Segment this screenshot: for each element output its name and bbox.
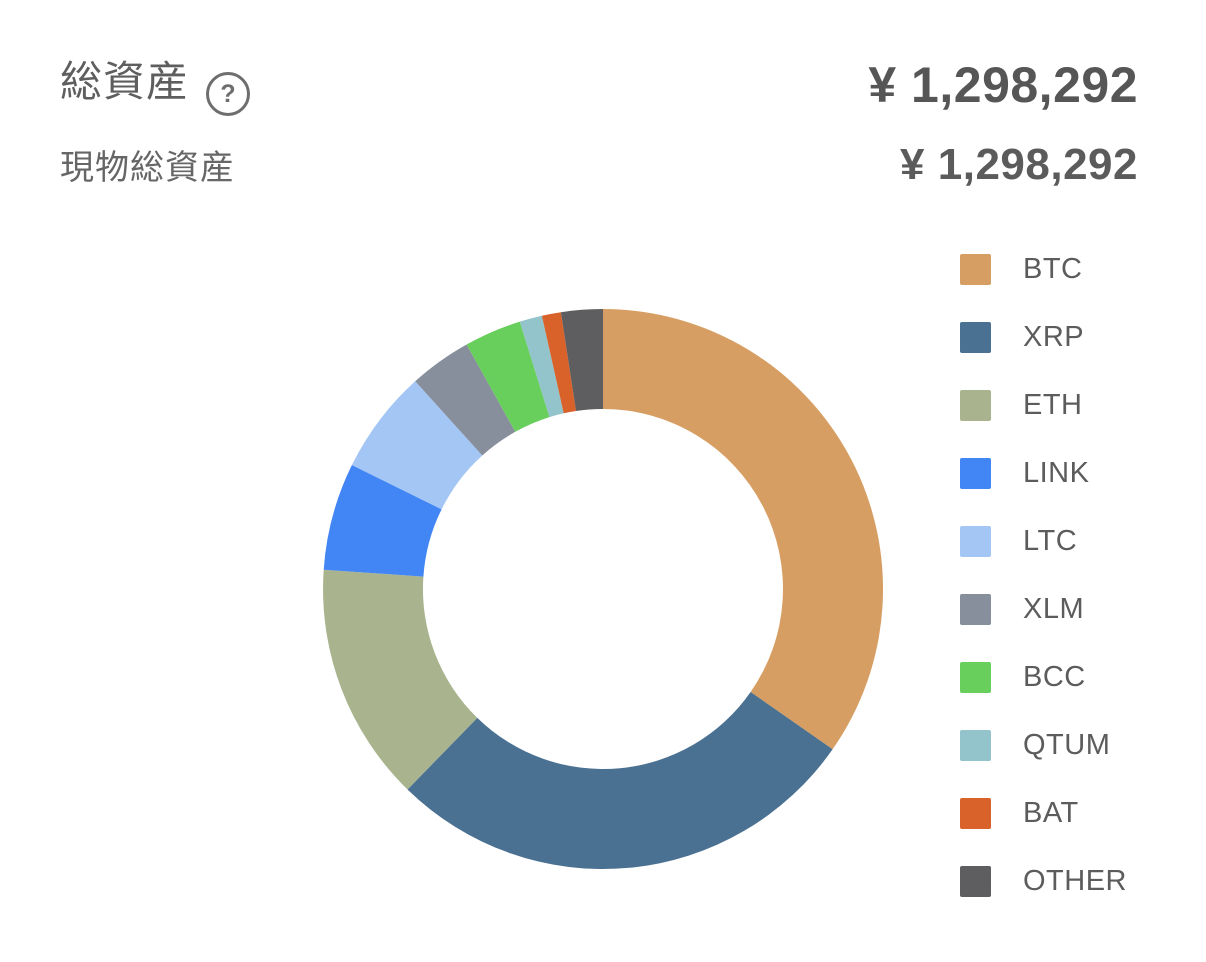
spot-assets-value: ¥ 1,298,292 (900, 140, 1138, 189)
legend-label: LINK (1023, 457, 1090, 489)
legend-label: BAT (1023, 797, 1079, 829)
slice-ltc (351, 381, 483, 510)
legend-color-swatch (960, 866, 991, 897)
slice-bcc (466, 321, 550, 432)
legend-color-swatch (960, 594, 991, 625)
question-mark-glyph: ? (220, 79, 236, 108)
page-title: 総資産 (60, 58, 190, 105)
legend-item-ltc: LTC (960, 525, 1127, 557)
help-icon[interactable]: ? (206, 72, 250, 116)
legend-item-eth: ETH (960, 389, 1127, 421)
spot-assets-label: 現物総資産 (60, 149, 235, 187)
legend-item-bcc: BCC (960, 661, 1127, 693)
legend-color-swatch (960, 730, 991, 761)
legend-color-swatch (960, 662, 991, 693)
legend-label: BCC (1023, 661, 1086, 693)
legend-label: QTUM (1023, 729, 1111, 761)
legend-label: XLM (1023, 593, 1085, 625)
legend-label: XRP (1023, 321, 1085, 353)
slice-bat (541, 312, 576, 414)
legend-item-qtum: QTUM (960, 729, 1127, 761)
slice-xlm (415, 344, 516, 456)
legend-item-xlm: XLM (960, 593, 1127, 625)
legend-label: LTC (1023, 525, 1078, 557)
slice-other (560, 309, 603, 411)
chart-legend: BTC XRP ETH LINK LTC XLM BCC QTUM BAT OTHER (960, 253, 1127, 897)
legend-label: ETH (1023, 389, 1083, 421)
legend-item-btc: BTC (960, 253, 1127, 285)
legend-color-swatch (960, 322, 991, 353)
slice-qtum (519, 315, 564, 418)
legend-item-bat: BAT (960, 797, 1127, 829)
legend-color-swatch (960, 526, 991, 557)
slice-xrp (407, 692, 833, 870)
legend-color-swatch (960, 390, 991, 421)
legend-item-link: LINK (960, 457, 1127, 489)
legend-color-swatch (960, 458, 991, 489)
slice-link (323, 465, 442, 577)
legend-label: OTHER (1023, 865, 1127, 897)
legend-item-xrp: XRP (960, 321, 1127, 353)
legend-color-swatch (960, 254, 991, 285)
legend-color-swatch (960, 798, 991, 829)
slice-btc (603, 309, 884, 750)
legend-item-other: OTHER (960, 865, 1127, 897)
slice-eth (323, 569, 478, 790)
total-assets-value: ¥ 1,298,292 (868, 57, 1138, 113)
legend-label: BTC (1023, 253, 1083, 285)
